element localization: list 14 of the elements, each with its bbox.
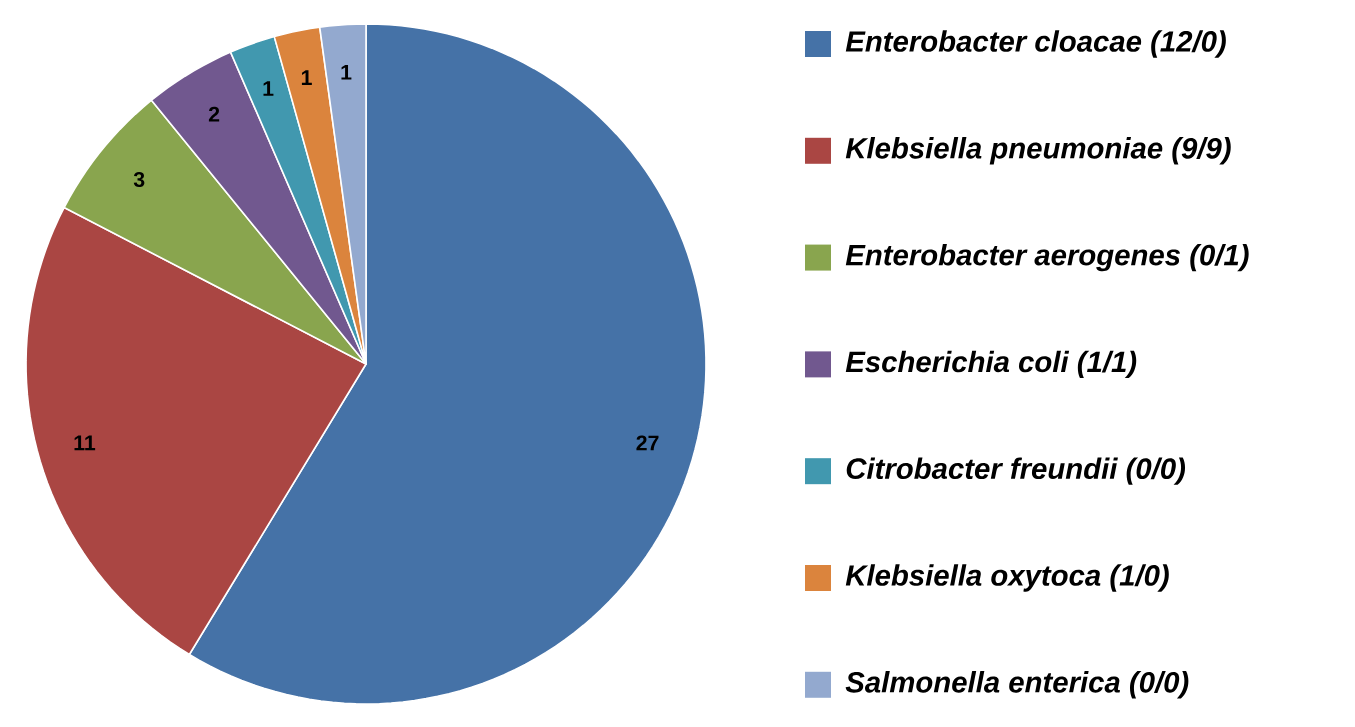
data-label: 2: [208, 106, 220, 122]
data-label: 3: [133, 171, 145, 188]
legend-label: Klebsiella oxytoca (1/0): [845, 564, 1169, 592]
legend-label: Citrobacter freundii (0/0): [846, 457, 1186, 485]
legend-label: Salmonella enterica (0/0): [845, 671, 1189, 699]
legend-label: Enterobacter cloacae (12/0): [845, 30, 1226, 58]
data-label: 27: [636, 435, 659, 451]
legend-label: Klebsiella pneumoniae (9/9): [845, 137, 1231, 165]
legend-label: Enterobacter aerogenes (0/1): [845, 243, 1249, 272]
data-label: 11: [74, 435, 96, 451]
data-label: 1: [341, 64, 352, 80]
data-label: 1: [301, 70, 312, 86]
data-label: 1: [263, 81, 274, 96]
legend-label: Escherichia coli (1/1): [845, 350, 1137, 379]
